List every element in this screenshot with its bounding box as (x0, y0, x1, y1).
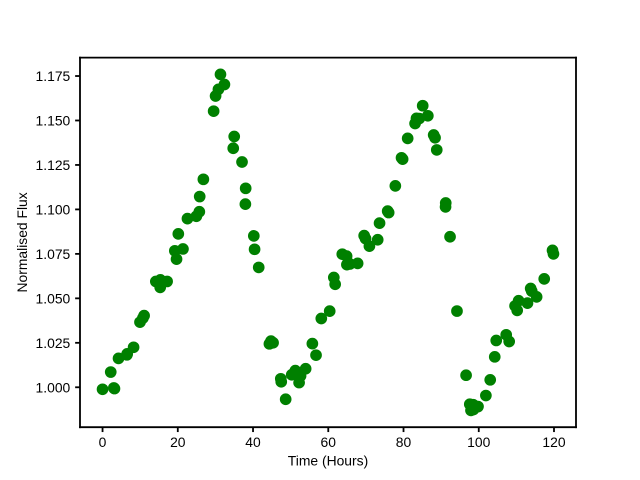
svg-text:1.000: 1.000 (36, 379, 71, 395)
svg-text:1.025: 1.025 (36, 335, 71, 351)
svg-text:1.125: 1.125 (36, 157, 71, 173)
svg-text:1.175: 1.175 (36, 68, 71, 84)
svg-text:1.075: 1.075 (36, 246, 71, 262)
svg-text:Normalised Flux: Normalised Flux (14, 192, 30, 292)
svg-text:20: 20 (170, 434, 186, 450)
svg-text:1.050: 1.050 (36, 290, 71, 306)
svg-text:100: 100 (467, 434, 490, 450)
svg-text:Time (Hours): Time (Hours) (288, 452, 368, 468)
svg-text:1.100: 1.100 (36, 201, 71, 217)
svg-text:60: 60 (321, 434, 337, 450)
svg-text:1.150: 1.150 (36, 113, 71, 129)
svg-text:0: 0 (99, 434, 107, 450)
svg-text:80: 80 (396, 434, 412, 450)
svg-text:40: 40 (245, 434, 261, 450)
svg-text:120: 120 (542, 434, 565, 450)
